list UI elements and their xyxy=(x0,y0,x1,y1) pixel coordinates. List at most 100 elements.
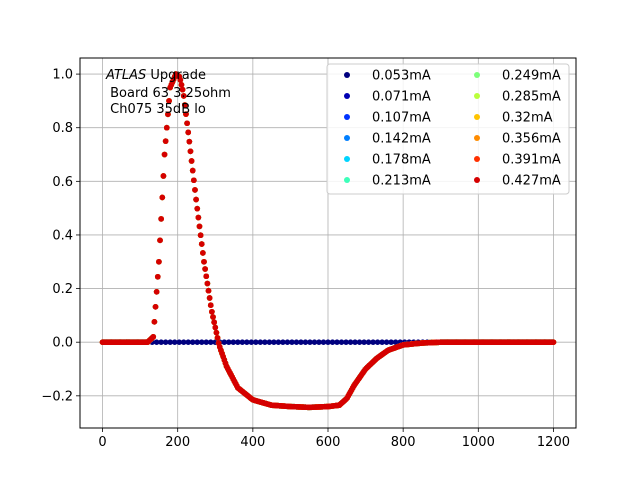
x-tick-label: 800 xyxy=(391,435,416,450)
annotation-upgrade: Upgrade xyxy=(146,68,206,83)
data-point xyxy=(257,339,264,346)
data-point xyxy=(197,232,204,239)
legend-label: 0.142mA xyxy=(372,132,431,147)
data-point xyxy=(180,93,187,99)
data-point xyxy=(338,339,345,346)
legend-marker xyxy=(474,72,480,78)
data-point xyxy=(201,258,207,265)
data-point xyxy=(214,335,221,341)
data-point xyxy=(171,339,178,346)
annotation-line-1: ATLAS Upgrade xyxy=(105,68,206,83)
data-point xyxy=(187,148,194,155)
x-tick-label: 1200 xyxy=(537,435,570,450)
data-point xyxy=(207,339,214,346)
x-tick-label: 0 xyxy=(98,435,106,450)
legend-label: 0.285mA xyxy=(502,90,561,105)
data-point xyxy=(334,339,340,346)
data-point xyxy=(239,339,246,346)
data-point xyxy=(203,273,210,280)
legend-marker xyxy=(344,72,350,78)
data-point xyxy=(244,339,250,346)
data-point xyxy=(188,158,195,164)
data-point xyxy=(160,173,167,179)
data-point xyxy=(262,339,268,346)
data-point xyxy=(226,339,232,346)
data-point xyxy=(361,339,367,346)
data-point xyxy=(356,339,363,346)
data-point xyxy=(151,319,158,325)
data-point xyxy=(388,339,394,346)
data-point xyxy=(370,339,376,346)
data-point xyxy=(343,339,349,346)
data-point xyxy=(158,339,164,346)
data-point xyxy=(293,339,300,346)
data-point xyxy=(329,339,336,346)
data-point xyxy=(352,339,358,346)
legend-marker xyxy=(344,135,350,141)
y-tick-label: 0.8 xyxy=(52,121,73,136)
y-tick-label: 0.4 xyxy=(52,228,73,243)
data-point xyxy=(161,151,168,158)
data-point xyxy=(182,102,188,108)
legend-marker xyxy=(474,156,480,162)
data-point xyxy=(189,339,196,346)
legend-marker xyxy=(344,93,350,99)
data-point xyxy=(157,237,163,244)
y-tick-label: 0.6 xyxy=(52,175,73,190)
legend-label: 0.107mA xyxy=(372,111,431,126)
data-point xyxy=(167,339,173,346)
legend-box xyxy=(326,63,570,195)
data-point xyxy=(210,314,216,320)
legend-label: 0.178mA xyxy=(372,153,431,168)
data-point xyxy=(194,339,201,346)
data-point xyxy=(374,339,381,346)
data-point xyxy=(166,98,172,104)
data-point xyxy=(164,124,170,131)
y-tick-label: −0.2 xyxy=(41,389,73,404)
data-point xyxy=(198,339,205,346)
data-point xyxy=(347,339,354,346)
data-points xyxy=(99,71,557,411)
data-point xyxy=(325,339,331,346)
data-point xyxy=(183,111,189,117)
data-point xyxy=(302,339,309,346)
data-point xyxy=(198,241,205,247)
data-point xyxy=(162,339,169,346)
data-point xyxy=(280,339,286,346)
data-point xyxy=(211,319,217,326)
data-point xyxy=(320,339,327,346)
data-point xyxy=(365,339,372,346)
data-point xyxy=(192,187,198,193)
data-point xyxy=(153,289,160,295)
data-point xyxy=(392,339,399,346)
data-point xyxy=(184,120,190,127)
data-point xyxy=(158,216,164,222)
x-tick-label: 200 xyxy=(165,435,190,450)
data-point xyxy=(275,339,282,346)
axis-ticks: 0 200 400 600 800 1000 1200−0.20.00.20.40.60.8… xyxy=(41,68,570,450)
data-point xyxy=(193,196,199,203)
legend-marker xyxy=(474,177,480,183)
data-point xyxy=(203,339,210,346)
data-point xyxy=(191,177,197,184)
data-point xyxy=(177,77,184,83)
y-tick-label: 0.2 xyxy=(52,282,73,297)
legend-label: 0.249mA xyxy=(502,69,561,84)
series-0.427mA xyxy=(99,71,557,411)
data-point xyxy=(156,258,162,265)
data-point xyxy=(284,339,291,346)
annotation-line-3: Ch075 35dB lo xyxy=(106,102,206,117)
legend-marker xyxy=(344,156,350,162)
data-point xyxy=(185,129,192,136)
annotation-line-2: Board 63 3.25ohm xyxy=(106,86,231,101)
data-point xyxy=(179,86,186,93)
data-point xyxy=(205,287,212,294)
legend-label: 0.053mA xyxy=(372,69,431,84)
data-point xyxy=(153,339,160,346)
legend-marker xyxy=(474,114,480,120)
data-point xyxy=(383,339,390,346)
data-point xyxy=(154,273,161,280)
legend-marker xyxy=(474,135,480,141)
data-point xyxy=(307,339,313,346)
